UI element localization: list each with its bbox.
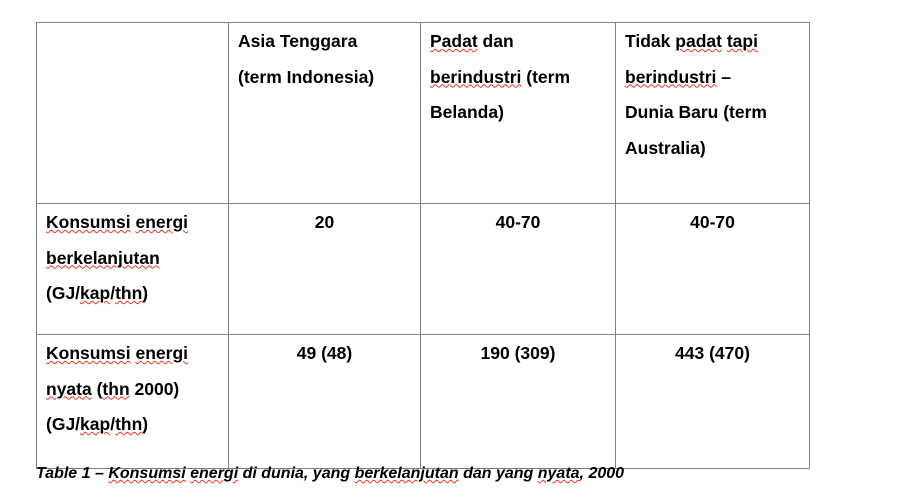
cell-value: 443 (470) xyxy=(615,334,810,469)
caption-word: nyata xyxy=(537,465,580,482)
row-label-konsumsi-nyata: Konsumsi energi nyata (thn 2000) (GJ/kap… xyxy=(36,334,229,469)
row-label-line: Konsumsi energi xyxy=(46,212,189,232)
header-line: Padat dan xyxy=(430,31,514,51)
table-body: Asia Tenggara (term Indonesia) Padat dan… xyxy=(36,22,810,469)
header-cell-tidak-padat-berindustri: Tidak padat tapi berindustri – Dunia Bar… xyxy=(615,22,810,204)
caption-prefix: Table 1 – xyxy=(36,465,109,482)
table-caption: Table 1 – Konsumsi energi di dunia, yang… xyxy=(36,465,625,482)
caption-word: energi xyxy=(190,465,239,482)
cell-value: 190 (309) xyxy=(420,334,616,469)
cell-value-text: 20 xyxy=(314,212,335,232)
cell-value: 20 xyxy=(228,203,421,335)
header-line: berindustri – xyxy=(625,66,732,87)
header-cell-corner-empty xyxy=(36,22,229,204)
header-line: (term Indonesia) xyxy=(238,66,375,87)
header-line: Tidak padat tapi xyxy=(625,31,758,51)
header-cell-padat-berindustri: Padat dan berindustri (term Belanda) xyxy=(420,22,616,204)
row-label-line: (GJ/kap/thn) xyxy=(46,283,149,303)
row-label-line: Konsumsi energi xyxy=(46,343,189,363)
row-label-line: nyata (thn 2000) xyxy=(46,378,180,399)
header-line: Dunia Baru (term xyxy=(625,102,767,122)
header-cell-asia-tenggara: Asia Tenggara (term Indonesia) xyxy=(228,22,421,204)
row-label-konsumsi-berkelanjutan: Konsumsi energi berkelanjutan (GJ/kap/th… xyxy=(36,203,229,335)
table-row: Konsumsi energi nyata (thn 2000) (GJ/kap… xyxy=(36,334,810,469)
row-label-line: (GJ/kap/thn) xyxy=(46,414,149,434)
cell-value-text: 40-70 xyxy=(495,212,541,232)
header-line: Asia Tenggara xyxy=(238,31,358,51)
cell-value: 40-70 xyxy=(615,203,810,335)
cell-value-text: 49 (48) xyxy=(296,343,353,363)
cell-value: 49 (48) xyxy=(228,334,421,469)
row-label-line: berkelanjutan xyxy=(46,247,160,268)
table-header-row: Asia Tenggara (term Indonesia) Padat dan… xyxy=(36,22,810,204)
header-line: Belanda) xyxy=(430,102,504,122)
cell-value-text: 190 (309) xyxy=(480,343,556,363)
energy-consumption-table: Asia Tenggara (term Indonesia) Padat dan… xyxy=(36,22,810,469)
header-line: berindustri (term xyxy=(430,66,571,87)
caption-word: Konsumsi xyxy=(108,465,186,482)
header-line: Australia) xyxy=(625,137,706,158)
cell-value-text: 443 (470) xyxy=(675,343,750,363)
caption-word: berkelanjutan xyxy=(354,465,459,482)
cell-value: 40-70 xyxy=(420,203,616,335)
cell-value-text: 40-70 xyxy=(690,212,735,232)
table-row: Konsumsi energi berkelanjutan (GJ/kap/th… xyxy=(36,203,810,335)
table-container: Asia Tenggara (term Indonesia) Padat dan… xyxy=(36,22,810,469)
